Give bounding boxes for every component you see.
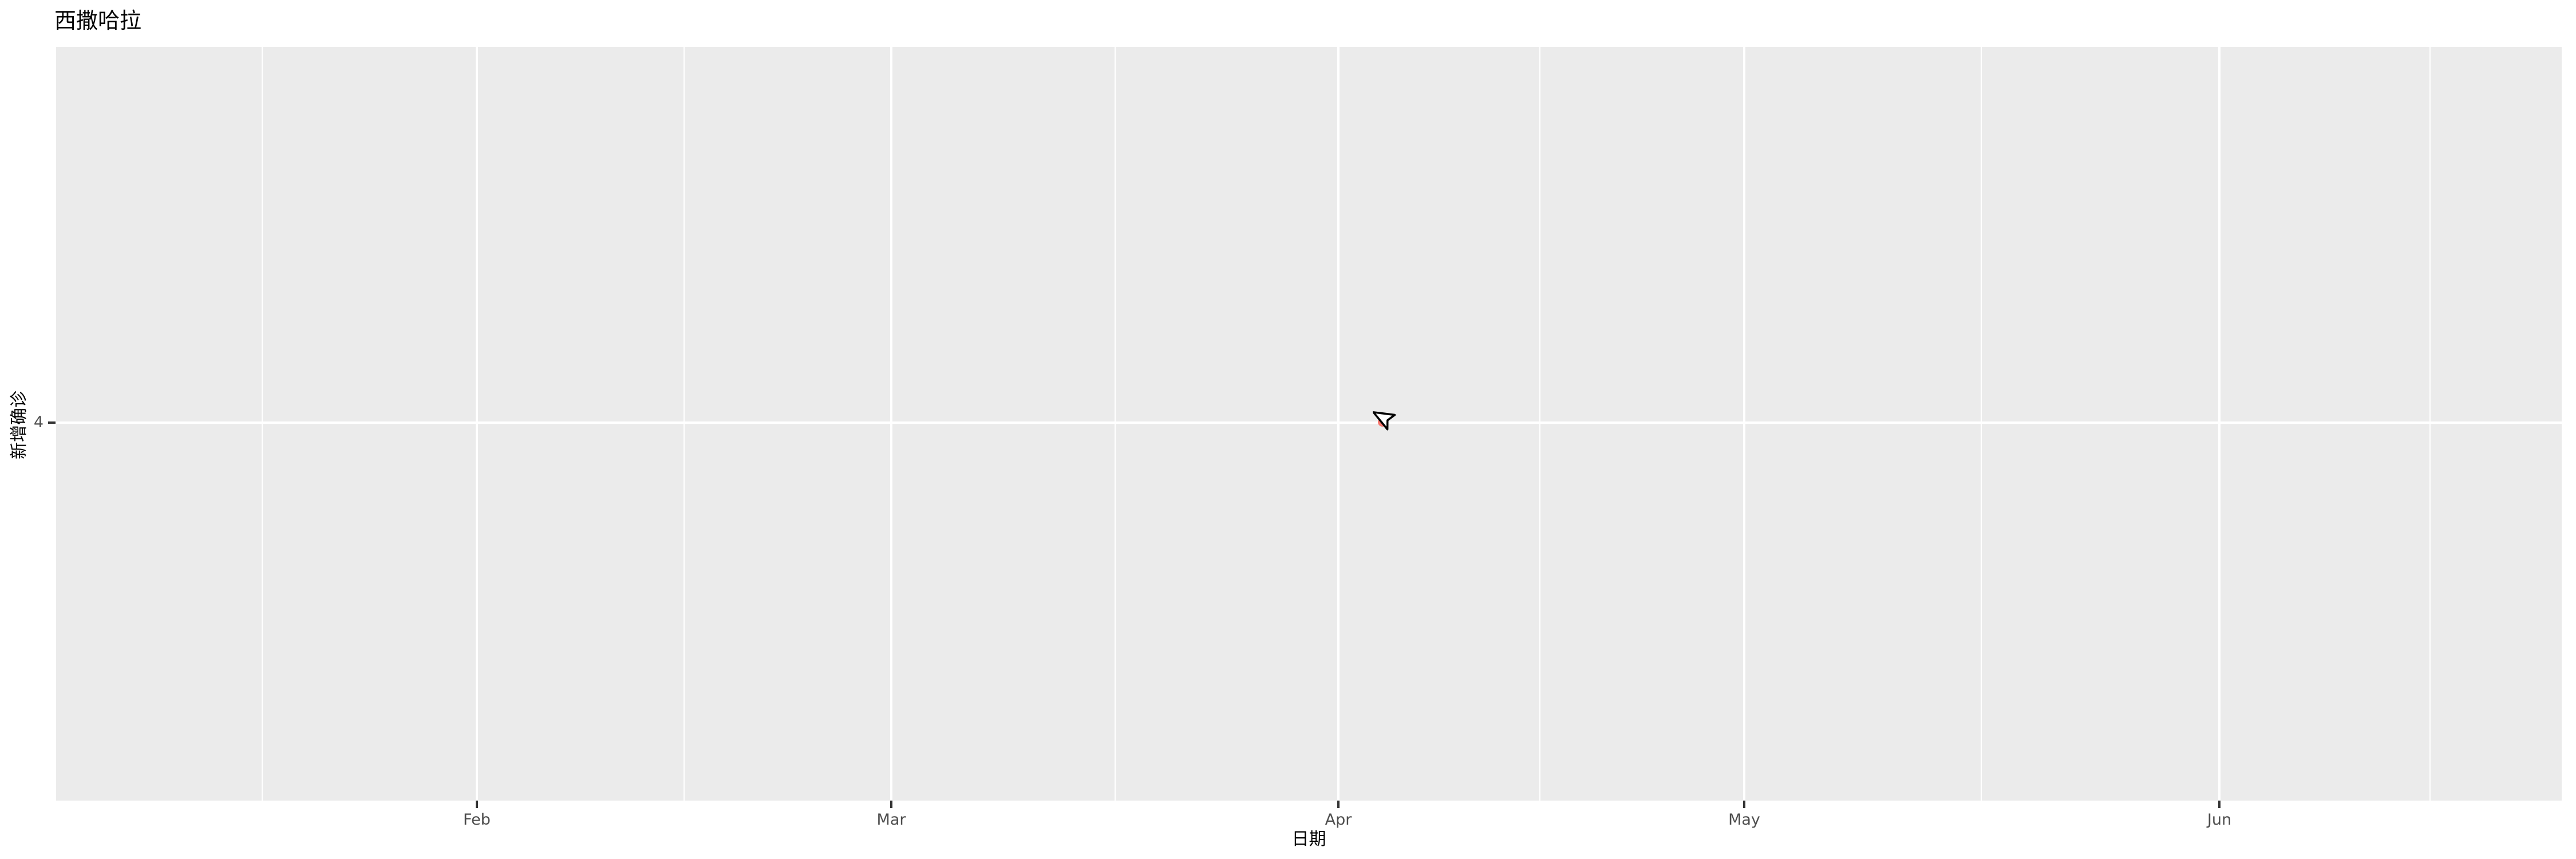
x-tick-mark-Mar xyxy=(890,801,892,808)
gridline-vertical-major-Jun xyxy=(2218,47,2221,801)
x-tick-label-Jun: Jun xyxy=(2207,811,2232,829)
gridline-vertical-minor-1 xyxy=(683,47,685,801)
x-tick-mark-May xyxy=(1743,801,1745,808)
plot-panel xyxy=(56,47,2562,801)
x-tick-mark-Feb xyxy=(476,801,478,808)
x-tick-label-Apr: Apr xyxy=(1325,811,1352,829)
x-axis-title: 日期 xyxy=(1291,829,1326,849)
page-title: 西撒哈拉 xyxy=(54,8,142,33)
gridline-horizontal-major-4 xyxy=(56,421,2562,424)
x-tick-mark-Apr xyxy=(1337,801,1340,808)
gridline-vertical-major-Mar xyxy=(890,47,892,801)
x-tick-label-May: May xyxy=(1728,811,1760,829)
x-tick-label-Feb: Feb xyxy=(463,811,491,829)
gridline-vertical-major-Feb xyxy=(476,47,478,801)
gridline-vertical-minor-2 xyxy=(1115,47,1116,801)
x-tick-mark-Jun xyxy=(2218,801,2221,808)
gridline-vertical-minor-5 xyxy=(2429,47,2431,801)
y-tick-mark-4 xyxy=(48,421,56,424)
gridline-vertical-minor-3 xyxy=(1539,47,1540,801)
gridline-vertical-major-May xyxy=(1743,47,1745,801)
gridline-vertical-minor-4 xyxy=(1981,47,1982,801)
x-tick-label-Mar: Mar xyxy=(876,811,906,829)
gridline-vertical-major-Apr xyxy=(1337,47,1340,801)
y-tick-label-4: 4 xyxy=(33,413,44,431)
gridline-vertical-minor-0 xyxy=(262,47,263,801)
data-point[interactable] xyxy=(1378,417,1387,427)
